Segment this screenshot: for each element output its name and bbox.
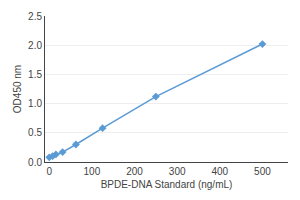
- svg-text:OD450 nm: OD450 nm: [12, 65, 23, 113]
- svg-text:0.5: 0.5: [28, 127, 42, 138]
- svg-text:200: 200: [126, 166, 143, 177]
- svg-text:1.5: 1.5: [28, 69, 42, 80]
- svg-text:0: 0: [46, 166, 52, 177]
- svg-text:2.0: 2.0: [28, 40, 42, 51]
- svg-text:300: 300: [169, 166, 186, 177]
- svg-text:100: 100: [84, 166, 101, 177]
- svg-text:400: 400: [211, 166, 228, 177]
- svg-text:BPDE-DNA Standard (ng/mL): BPDE-DNA Standard (ng/mL): [101, 179, 233, 190]
- svg-text:500: 500: [254, 166, 271, 177]
- svg-text:0.0: 0.0: [28, 157, 42, 168]
- svg-text:2.5: 2.5: [28, 11, 42, 22]
- svg-text:1.0: 1.0: [28, 98, 42, 109]
